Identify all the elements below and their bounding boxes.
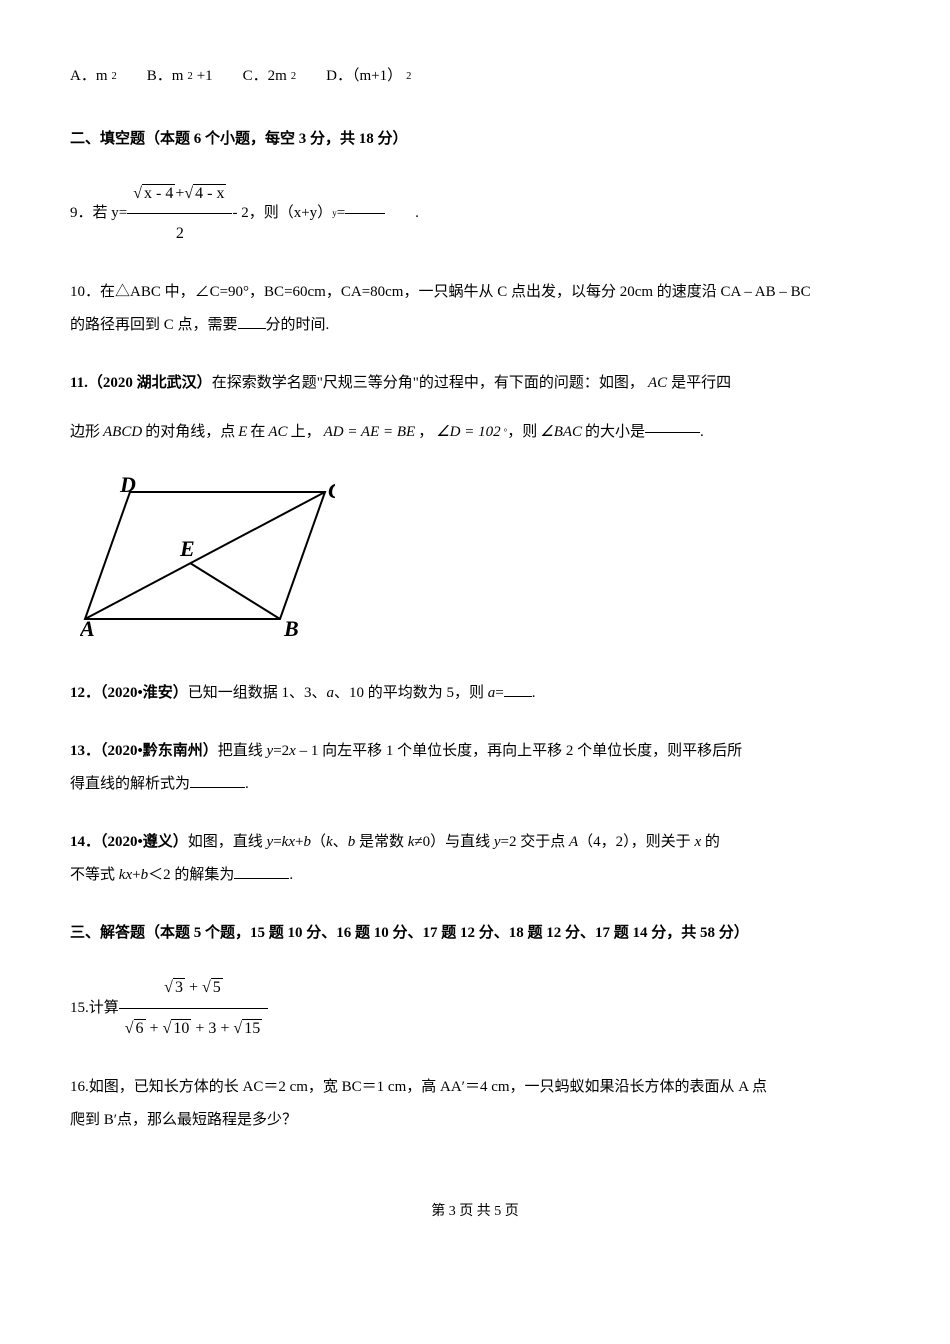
q12-blank — [504, 696, 532, 697]
q15: 15.计算 √3 + √5 √6 + √10 + 3 + √15 — [70, 970, 880, 1045]
q13-blank — [190, 787, 245, 788]
q12: 12．（2020•淮安）已知一组数据 1、3、a、10 的平均数为 5，则 a=… — [70, 677, 880, 710]
label-c: C — [328, 478, 335, 503]
q8-opt-d: D．（m+1）2 — [326, 60, 411, 93]
q15-fraction: √3 + √5 √6 + √10 + 3 + √15 — [119, 970, 268, 1045]
q11: 11.（2020 湖北武汉）在探索数学名题"尺规三等分角"的过程中，有下面的问题… — [70, 367, 880, 449]
q14: 14．（2020•遵义）如图，直线 y=kx+b（k、b 是常数 k≠0）与直线… — [70, 826, 880, 892]
q13: 13．（2020•黔东南州）把直线 y=2x – 1 向左平移 1 个单位长度，… — [70, 735, 880, 801]
section-3-title: 三、解答题（本题 5 个题，15 题 10 分、16 题 10 分、17 题 1… — [70, 917, 880, 950]
q9-blank — [345, 213, 385, 214]
q16: 16.如图，已知长方体的长 AC＝2 cm，宽 BC＝1 cm，高 AA′＝4 … — [70, 1071, 880, 1137]
label-b: B — [283, 616, 299, 639]
q10: 10．在△ABC 中，∠C=90°，BC=60cm，CA=80cm，一只蜗牛从 … — [70, 276, 880, 342]
q9-fraction: √x - 4+√4 - x 2 — [127, 176, 232, 251]
q8-opt-a: A．m2 — [70, 60, 117, 93]
label-a: A — [80, 616, 95, 639]
q9: 9．若 y= √x - 4+√4 - x 2 - 2，则（x+y）y= . — [70, 176, 880, 251]
q8-options: A．m2 B．m2+1 C．2m2 D．（m+1）2 — [70, 60, 880, 93]
q11-blank — [645, 432, 700, 433]
page-footer: 第 3 页 共 5 页 — [70, 1197, 880, 1228]
q8-opt-c: C．2m2 — [243, 60, 296, 93]
q11-diagram: D C A B E — [80, 474, 880, 652]
section-2-title: 二、填空题（本题 6 个小题，每空 3 分，共 18 分） — [70, 123, 880, 156]
q14-blank — [234, 878, 289, 879]
q8-opt-b: B．m2+1 — [147, 60, 213, 93]
label-e: E — [179, 536, 195, 561]
label-d: D — [119, 474, 136, 497]
q10-blank — [238, 328, 266, 329]
